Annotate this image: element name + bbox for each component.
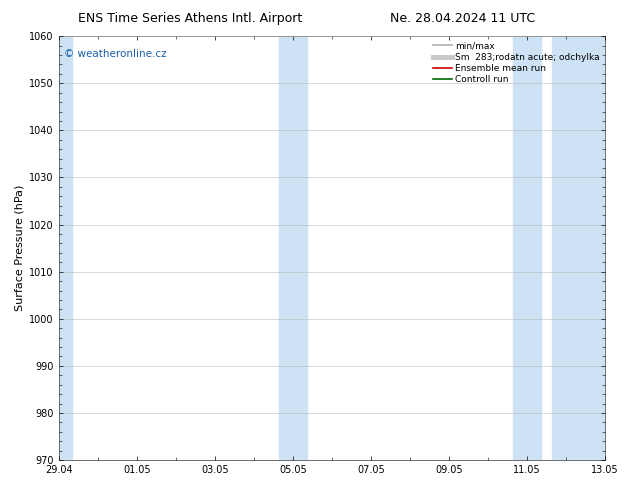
Bar <box>514 36 541 460</box>
Bar <box>279 36 307 460</box>
Text: Ne. 28.04.2024 11 UTC: Ne. 28.04.2024 11 UTC <box>391 12 535 25</box>
Bar <box>59 36 72 460</box>
Legend: min/max, Sm  283;rodatn acute; odchylka, Ensemble mean run, Controll run: min/max, Sm 283;rodatn acute; odchylka, … <box>430 38 604 88</box>
Bar <box>552 36 605 460</box>
Text: ENS Time Series Athens Intl. Airport: ENS Time Series Athens Intl. Airport <box>78 12 302 25</box>
Y-axis label: Surface Pressure (hPa): Surface Pressure (hPa) <box>15 185 25 311</box>
Text: © weatheronline.cz: © weatheronline.cz <box>64 49 167 59</box>
